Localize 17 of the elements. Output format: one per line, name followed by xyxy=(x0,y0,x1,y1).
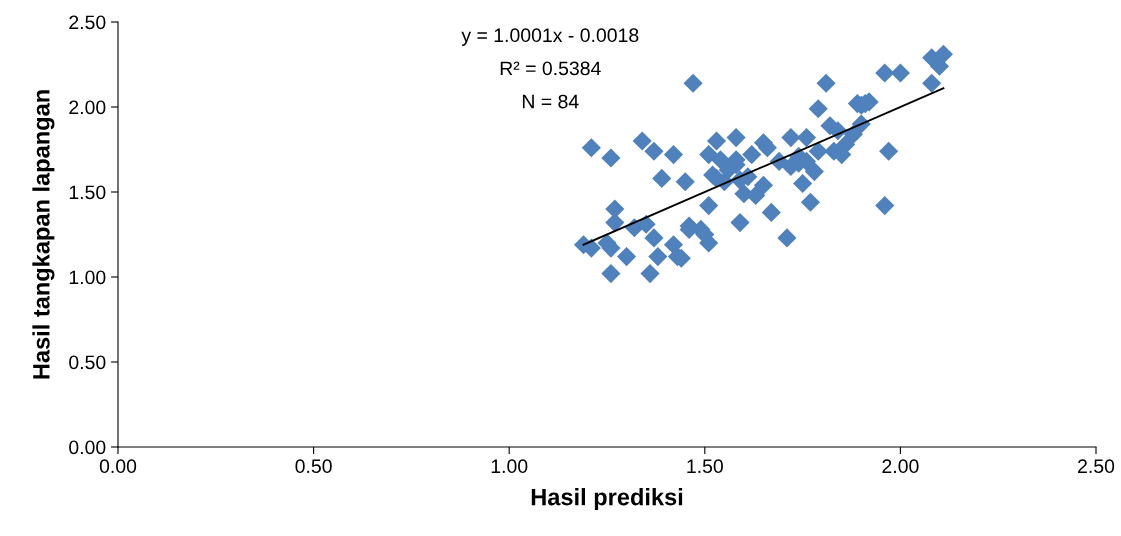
y-tick-label: 2.00 xyxy=(69,100,106,115)
x-tick-label: 2.00 xyxy=(882,459,919,474)
x-tick-label: 2.50 xyxy=(1078,459,1115,474)
x-axis-title: Hasil prediksi xyxy=(531,488,683,511)
annotation: N = 84 xyxy=(522,94,579,109)
y-tick-label: 2.50 xyxy=(69,15,106,30)
x-tick-label: 0.00 xyxy=(99,459,137,474)
y-axis-title: Hasil tangkapan lapangan xyxy=(32,90,55,379)
y-tick-label: 0.00 xyxy=(69,440,106,455)
y-tick-label: 1.00 xyxy=(69,270,106,285)
x-tick-label: 0.50 xyxy=(295,459,332,474)
annotation: y = 1.0001x - 0.0018 xyxy=(461,28,639,46)
y-tick-label: 1.50 xyxy=(69,185,106,200)
y-tick-label: 0.50 xyxy=(69,355,106,370)
x-tick-label: 1.50 xyxy=(687,459,723,474)
annotation: R² = 0.5384 xyxy=(500,61,601,76)
x-tick-label: 1.00 xyxy=(491,459,528,474)
